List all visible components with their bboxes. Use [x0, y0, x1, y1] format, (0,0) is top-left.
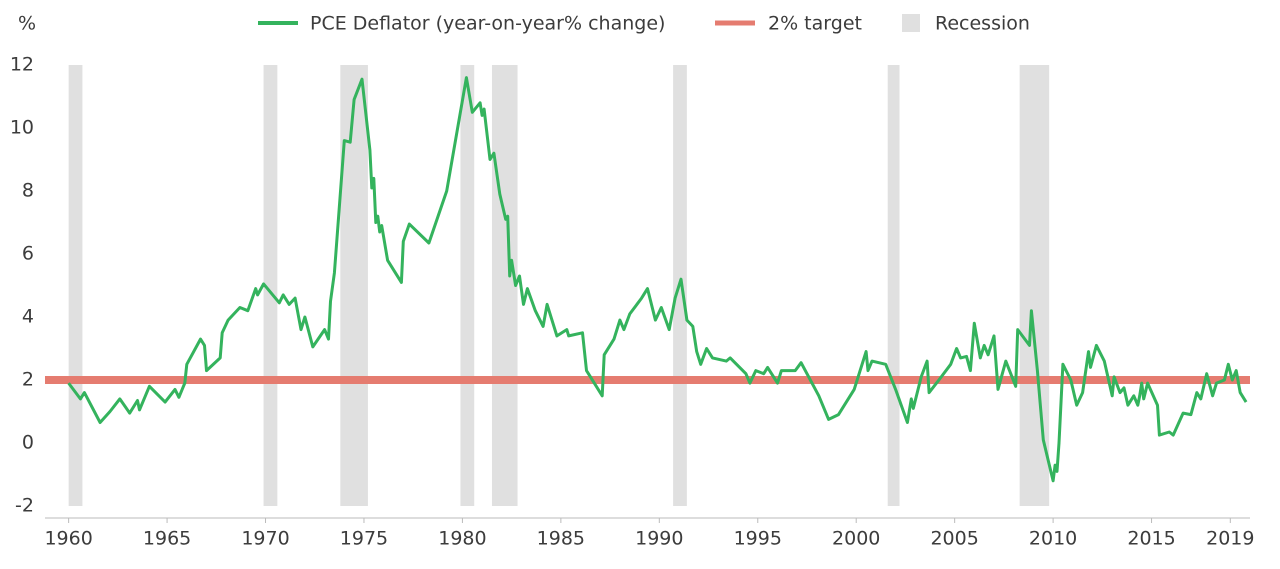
x-tick-label: 1960 [44, 528, 92, 550]
legend-swatch [902, 14, 920, 32]
x-tick-label: 2010 [1029, 528, 1077, 550]
x-tick-label: 2019 [1206, 528, 1254, 550]
x-tick-label: 1985 [537, 528, 585, 550]
y-tick-label: 8 [22, 180, 34, 202]
x-tick-label: 2000 [832, 528, 880, 550]
y-tick-label: 4 [22, 306, 34, 328]
recession-band [887, 65, 900, 506]
x-tick-label: 1970 [241, 528, 289, 550]
y-tick-label: 0 [22, 432, 34, 454]
y-tick-label: 2 [22, 369, 34, 391]
x-tick-label: 1990 [635, 528, 683, 550]
recession-band [1019, 65, 1050, 506]
legend-label: PCE Deflator (year-on-year% change) [310, 13, 665, 35]
recession-band [340, 65, 368, 506]
y-unit-label: % [18, 13, 36, 35]
legend-label: Recession [935, 13, 1030, 35]
data-line [67, 76, 1248, 483]
recession-band [68, 65, 83, 506]
x-tick-label: 1995 [734, 528, 782, 550]
y-tick-label: -2 [15, 495, 34, 517]
x-tick-label: 2015 [1127, 528, 1175, 550]
legend-label: 2% target [768, 13, 862, 35]
x-tick-label: 1965 [143, 528, 191, 550]
recession-band [460, 65, 475, 506]
recession-band [491, 65, 518, 506]
recession-band [263, 65, 278, 506]
x-tick-label: 2005 [930, 528, 978, 550]
y-tick-label: 6 [22, 243, 34, 265]
x-tick-label: 1975 [340, 528, 388, 550]
x-tick-label: 1980 [438, 528, 486, 550]
y-tick-label: 10 [10, 117, 34, 139]
y-tick-label: 12 [10, 54, 34, 76]
